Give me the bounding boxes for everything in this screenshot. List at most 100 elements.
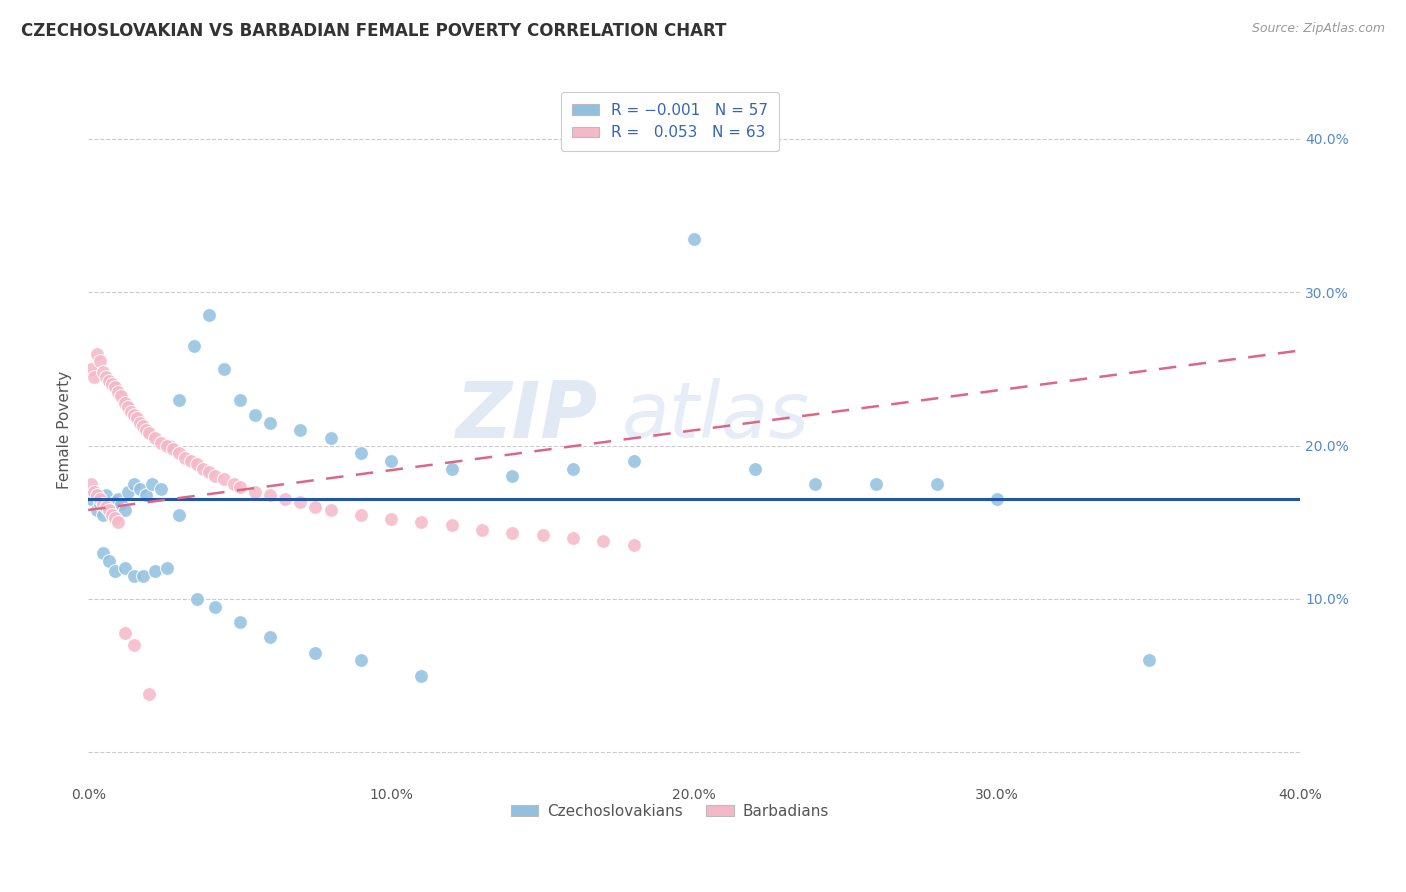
Point bbox=[925, 477, 948, 491]
Point bbox=[122, 477, 145, 491]
Point bbox=[186, 591, 208, 606]
Point bbox=[122, 408, 145, 422]
Point bbox=[198, 308, 221, 322]
Point bbox=[80, 362, 103, 376]
Point bbox=[222, 477, 245, 491]
Point bbox=[91, 497, 114, 511]
Point bbox=[96, 500, 118, 514]
Point bbox=[98, 554, 121, 568]
Point bbox=[86, 488, 108, 502]
Point bbox=[167, 446, 190, 460]
Point bbox=[135, 488, 157, 502]
Point bbox=[228, 392, 250, 407]
Point bbox=[110, 389, 132, 403]
Point bbox=[98, 503, 121, 517]
Point bbox=[319, 431, 342, 445]
Point bbox=[101, 508, 124, 522]
Point bbox=[531, 527, 554, 541]
Point bbox=[143, 565, 166, 579]
Point bbox=[304, 500, 326, 514]
Point bbox=[80, 492, 103, 507]
Point bbox=[159, 439, 181, 453]
Point bbox=[96, 369, 118, 384]
Point bbox=[104, 495, 127, 509]
Point bbox=[319, 503, 342, 517]
Point bbox=[350, 508, 373, 522]
Point bbox=[120, 405, 142, 419]
Point bbox=[865, 477, 887, 491]
Point bbox=[411, 668, 433, 682]
Point bbox=[131, 569, 153, 583]
Point bbox=[186, 457, 208, 471]
Point bbox=[380, 512, 402, 526]
Point bbox=[110, 497, 132, 511]
Point bbox=[623, 538, 645, 552]
Point bbox=[135, 423, 157, 437]
Point bbox=[138, 687, 160, 701]
Point bbox=[174, 450, 197, 465]
Point bbox=[162, 442, 184, 456]
Point bbox=[91, 508, 114, 522]
Point bbox=[83, 369, 105, 384]
Point bbox=[101, 504, 124, 518]
Point bbox=[83, 484, 105, 499]
Point bbox=[104, 510, 127, 524]
Point bbox=[107, 384, 129, 399]
Point bbox=[183, 339, 205, 353]
Point bbox=[228, 615, 250, 629]
Point bbox=[107, 516, 129, 530]
Point bbox=[149, 482, 172, 496]
Point bbox=[1137, 653, 1160, 667]
Point bbox=[259, 488, 281, 502]
Point bbox=[114, 395, 136, 409]
Point bbox=[471, 523, 494, 537]
Point bbox=[744, 461, 766, 475]
Point bbox=[91, 365, 114, 379]
Point bbox=[440, 461, 463, 475]
Point bbox=[411, 516, 433, 530]
Point bbox=[440, 518, 463, 533]
Point bbox=[89, 492, 111, 507]
Point bbox=[143, 431, 166, 445]
Point bbox=[204, 469, 226, 483]
Point bbox=[114, 561, 136, 575]
Point bbox=[501, 526, 523, 541]
Point bbox=[96, 488, 118, 502]
Point bbox=[214, 472, 236, 486]
Point bbox=[117, 484, 139, 499]
Point bbox=[193, 461, 215, 475]
Point bbox=[86, 346, 108, 360]
Point bbox=[304, 646, 326, 660]
Point bbox=[350, 446, 373, 460]
Point bbox=[259, 416, 281, 430]
Point bbox=[114, 625, 136, 640]
Point bbox=[156, 439, 179, 453]
Point bbox=[561, 531, 583, 545]
Point bbox=[86, 503, 108, 517]
Point bbox=[131, 418, 153, 433]
Point bbox=[107, 492, 129, 507]
Point bbox=[156, 561, 179, 575]
Point bbox=[122, 638, 145, 652]
Point bbox=[101, 377, 124, 392]
Point bbox=[592, 533, 614, 548]
Point bbox=[228, 480, 250, 494]
Point bbox=[259, 630, 281, 644]
Point bbox=[623, 454, 645, 468]
Point bbox=[986, 492, 1008, 507]
Text: atlas: atlas bbox=[621, 378, 810, 454]
Point bbox=[804, 477, 827, 491]
Point bbox=[89, 497, 111, 511]
Point bbox=[91, 546, 114, 560]
Point bbox=[89, 354, 111, 368]
Point bbox=[167, 392, 190, 407]
Text: ZIP: ZIP bbox=[456, 378, 598, 454]
Point bbox=[114, 503, 136, 517]
Point bbox=[204, 599, 226, 614]
Point bbox=[167, 508, 190, 522]
Point bbox=[243, 484, 266, 499]
Point bbox=[125, 411, 148, 425]
Point bbox=[683, 231, 706, 245]
Point bbox=[128, 482, 150, 496]
Point bbox=[180, 454, 202, 468]
